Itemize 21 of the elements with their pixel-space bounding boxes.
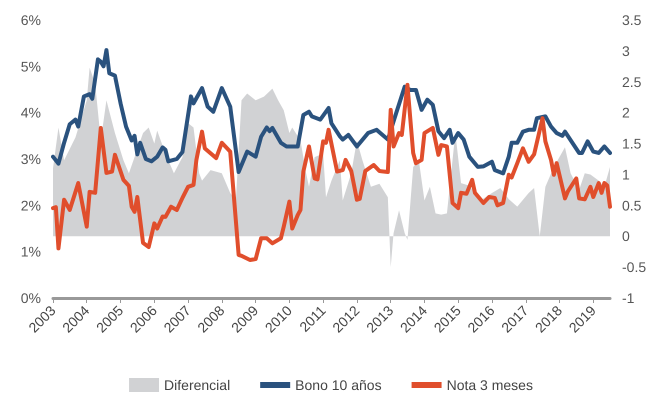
y-tick-label: 2% xyxy=(20,197,41,214)
legend-label: Nota 3 meses xyxy=(446,377,533,393)
legend-label: Diferencial xyxy=(164,377,230,393)
y2-tick-label: 3.5 xyxy=(622,12,642,28)
y-tick-label: 4% xyxy=(20,104,41,121)
y2-tick-label: 2 xyxy=(622,104,630,121)
y-tick-label: 5% xyxy=(20,58,41,74)
y-tick-label: 1% xyxy=(20,244,41,260)
y2-tick-label: 0.5 xyxy=(622,197,642,214)
y2-tick-label: -1 xyxy=(622,290,635,306)
y2-tick-label: 1 xyxy=(622,166,630,182)
y2-tick-label: 1.5 xyxy=(622,136,642,152)
y-tick-label: 3% xyxy=(20,151,41,167)
y2-tick-label: 2.5 xyxy=(622,74,642,90)
y2-tick-label: 0 xyxy=(622,228,630,244)
y2-tick-label: 3 xyxy=(622,42,630,59)
legend-label: Bono 10 años xyxy=(295,377,382,393)
y2-tick-label: -0.5 xyxy=(622,259,646,276)
y-tick-label: 6% xyxy=(20,12,41,28)
y-tick-label: 0% xyxy=(20,290,41,306)
line-series xyxy=(51,48,612,176)
